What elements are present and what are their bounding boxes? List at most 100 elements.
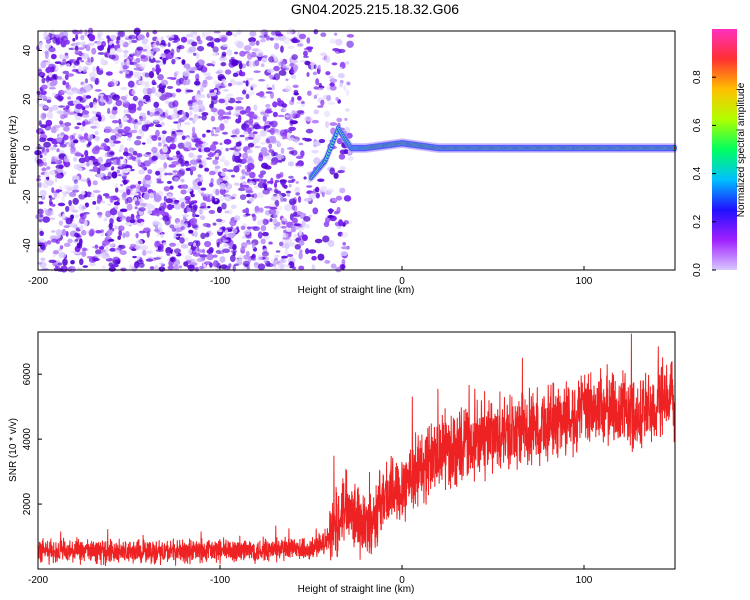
spectrogram-noise-cell [67, 91, 74, 96]
spectrogram-noise-cell [103, 217, 108, 222]
spectrogram-noise-cell [253, 211, 261, 214]
spectrogram-noise-cell [323, 221, 330, 228]
spectrogram-noise-cell [224, 101, 229, 106]
spectrogram-noise-cell [49, 81, 57, 87]
spectrogram-noise-cell [119, 144, 124, 151]
spectrogram-noise-cell [229, 254, 236, 263]
spectrogram-noise-cell [71, 175, 80, 182]
spectrogram-noise-cell [269, 91, 275, 99]
spectrogram-noise-cell [241, 184, 250, 188]
figure-title: GN04.2025.215.18.32.G06 [291, 1, 459, 17]
spectrogram-noise-cell [125, 74, 132, 79]
spectrogram-noise-cell [145, 258, 154, 262]
spectrogram-noise-cell [222, 239, 229, 243]
spectrogram-noise-cell [288, 261, 295, 269]
spectrogram-noise-cell [61, 191, 70, 195]
spectrogram-noise-cell [82, 265, 89, 268]
spectrogram-noise-cell [266, 68, 274, 74]
spectrogram-y-tick-label: -20 [22, 189, 33, 204]
spectrogram-noise-cell [243, 45, 252, 51]
spectrogram-noise-cell [67, 111, 76, 115]
spectrogram-noise-cell [166, 193, 173, 200]
spectrogram-noise-cell [308, 214, 313, 218]
spectrogram-noise-cell [132, 150, 138, 156]
spectrogram-noise-cell [298, 252, 303, 260]
spectrogram-noise-cell [217, 229, 223, 233]
spectrogram-x-tick-label: 0 [399, 276, 405, 287]
spectrogram-noise-cell [227, 82, 233, 87]
spectrogram-noise-cell [268, 143, 273, 150]
spectrogram-noise-cell [132, 187, 139, 193]
spectrogram-noise-cell [275, 173, 281, 180]
spectrogram-noise-cell [297, 95, 302, 101]
spectrogram-noise-cell [224, 229, 229, 236]
spectrogram-noise-cell [94, 89, 102, 92]
spectrogram-noise-cell [38, 201, 44, 205]
spectrogram-noise-cell [78, 194, 85, 201]
spectrogram-noise-cell [265, 103, 271, 108]
spectrogram-noise-cell [232, 227, 238, 234]
spectrogram-noise-cell [49, 217, 56, 220]
spectrogram-noise-cell [172, 170, 178, 173]
spectrogram-noise-cell [40, 84, 48, 90]
spectrogram-noise-cell [186, 248, 193, 255]
spectrogram-noise-cell [39, 154, 43, 158]
spectrogram-noise-cell [149, 192, 154, 199]
spectrogram-noise-cell [222, 168, 228, 173]
spectrogram-noise-cell [227, 239, 234, 247]
spectrogram-noise-cell [241, 181, 247, 185]
spectrogram-noise-cell [55, 128, 59, 132]
spectrogram-noise-cell [194, 93, 201, 101]
colorbar-tick-label: 0.4 [692, 166, 703, 180]
spectrogram-noise-cell [241, 169, 246, 174]
spectrogram-noise-cell [73, 179, 78, 184]
spectrogram-noise-cell [209, 182, 214, 188]
spectrogram-noise-cell [226, 93, 234, 97]
spectrogram-noise-cell [152, 42, 158, 48]
spectrogram-noise-cell [252, 193, 258, 199]
spectrogram-noise-cell [194, 266, 199, 272]
spectrogram-noise-cell [161, 139, 166, 144]
spectrogram-noise-cell [43, 36, 51, 41]
spectrogram-noise-cell [276, 194, 282, 198]
spectrogram-noise-cell [266, 180, 274, 184]
spectrogram-noise-cell [58, 185, 63, 190]
spectrogram-noise-cell [156, 231, 160, 237]
spectrogram-noise-cell [134, 200, 140, 206]
spectrogram-noise-cell [180, 189, 187, 195]
spectrogram-noise-cell [162, 242, 167, 247]
spectrogram-noise-cell [288, 126, 297, 132]
spectrogram-noise-cell [224, 116, 232, 120]
spectrogram-noise-cell [186, 136, 194, 140]
spectrogram-noise-cell [115, 99, 123, 107]
spectrogram-noise-cell [36, 160, 45, 167]
spectrogram-noise-cell [80, 125, 85, 132]
spectrogram-noise-cell [110, 34, 117, 41]
spectrogram-noise-cell [181, 214, 190, 218]
spectrogram-noise-cell [212, 254, 218, 258]
spectrogram-noise-cell [201, 80, 208, 88]
spectrogram-noise-cell [245, 193, 252, 198]
spectrogram-noise-cell [255, 49, 264, 58]
spectrogram-noise-cell [320, 185, 328, 193]
spectrogram-noise-cell [207, 72, 211, 78]
spectrogram-noise-cell [221, 51, 227, 57]
spectrogram-noise-cell [112, 94, 120, 101]
spectrogram-noise-cell [191, 41, 198, 47]
spectrogram-noise-cell [240, 246, 246, 254]
spectrogram-noise-cell [235, 141, 242, 147]
spectrogram-noise-cell [191, 132, 197, 138]
spectrogram-noise-cell [196, 45, 205, 52]
spectrogram-noise-cell [200, 202, 207, 209]
spectrogram-noise-cell [298, 239, 305, 246]
spectrogram-noise-cell [170, 48, 175, 56]
spectrogram-noise-cell [308, 192, 316, 200]
spectrogram-noise-cell [245, 77, 254, 81]
spectrogram-noise-cell [251, 242, 256, 250]
spectrogram-noise-cell [198, 207, 204, 215]
spectrogram-noise-cell [155, 67, 162, 74]
spectrogram-noise-cell [327, 188, 334, 193]
snr-x-tick-label: 100 [576, 575, 593, 586]
spectrogram-noise-cell [340, 251, 348, 257]
spectrogram-noise-cell [269, 127, 275, 133]
